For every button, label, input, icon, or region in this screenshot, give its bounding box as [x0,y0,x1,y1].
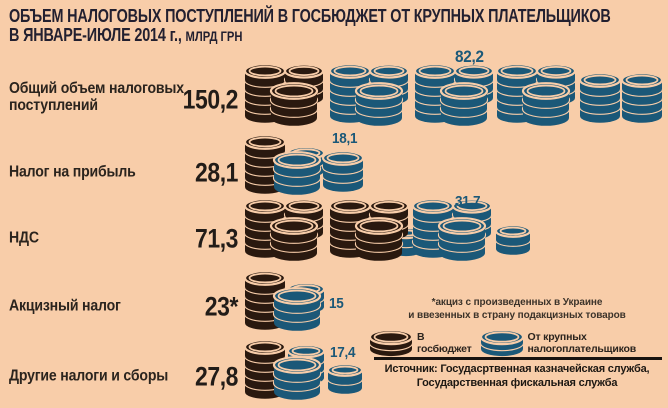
source-line1: Источник: Госудасртвенная казначейская с… [384,363,650,375]
coin-stacks-graphic [243,270,326,331]
row-label: НДС [9,229,39,247]
chart-row-profit-tax: Налог на прибыль 28,1 18,1 [0,125,668,195]
row-budget-value: 23* [204,291,239,321]
chart-row-excise-tax: Акцизный налог 23* 15 [0,258,668,331]
coin-stacks: 31,7 [243,192,667,261]
coin-stacks-graphic [243,198,532,261]
blue-coin-icon [479,328,524,357]
legend-label: В госбюджет [417,331,472,355]
legend-label: От крупных налогоплательщиков [527,331,637,355]
coin-stacks-graphic [243,134,365,195]
row-large-taxpayers-value: 31,7 [455,193,481,210]
coin-stacks-graphic [243,339,364,400]
row-large-taxpayers-value: 18,1 [332,130,358,147]
row-large-taxpayers-value: 17,4 [330,344,356,361]
legend: В госбюджет От крупных налогоплательщико… [368,328,668,357]
source-line2: Государственная фискальная служба [416,377,618,390]
source-divider [374,357,662,360]
row-label: Общий объем налоговых поступлений [9,80,184,114]
chart-unit-label: МЛРД ГРН [185,27,243,44]
legend-item-budget: В госбюджет [368,328,472,357]
row-label: Другие налоги и сборы [9,367,169,385]
source-note: Источник: Госудасртвенная казначейская с… [368,362,666,391]
coin-stacks: 17,4 [243,328,667,400]
row-large-taxpayers-value: 15 [329,295,344,312]
excise-footnote: *акциз с произведенных в Украине и ввезе… [368,296,666,322]
row-large-taxpayers-value: 82,2 [455,47,484,66]
dark-coin-icon [368,328,414,357]
chart-row-total: Общий объем налоговых поступлений 150,2 … [0,47,668,126]
row-label: Акцизный налог [9,297,121,315]
coin-stacks: 82,2 [243,47,667,126]
coin-stacks: 18,1 [243,125,667,195]
coin-stacks: 15 [243,258,667,331]
row-budget-value: 71,3 [195,223,238,253]
row-label: Налог на прибыль [9,163,136,181]
chart-row-other-taxes: Другие налоги и сборы 27,8 17,4 [0,328,668,400]
row-budget-value: 27,8 [195,361,238,391]
coin-stacks-graphic [243,63,664,126]
chart-title-line1: ОБЪЕМ НАЛОГОВЫХ ПОСТУПЛЕНИЙ В ГОСБЮДЖЕТ … [9,6,611,26]
chart-title: ОБЪЕМ НАЛОГОВЫХ ПОСТУПЛЕНИЙ В ГОСБЮДЖЕТ … [9,7,668,45]
footnote-line1: *акциз с произведенных в Украине [431,297,603,308]
legend-item-large-taxpayers: От крупных налогоплательщиков [479,328,668,357]
footnote-line2: и ввезенных в страну подакцизных товаров [408,310,626,321]
row-budget-value: 28,1 [195,157,238,187]
chart-title-line2: В ЯНВАРЕ-ИЮЛЕ 2014 г., МЛРД ГРН [9,24,243,45]
row-budget-value: 150,2 [182,84,239,115]
chart-row-vat: НДС 71,3 31,7 [0,192,668,261]
